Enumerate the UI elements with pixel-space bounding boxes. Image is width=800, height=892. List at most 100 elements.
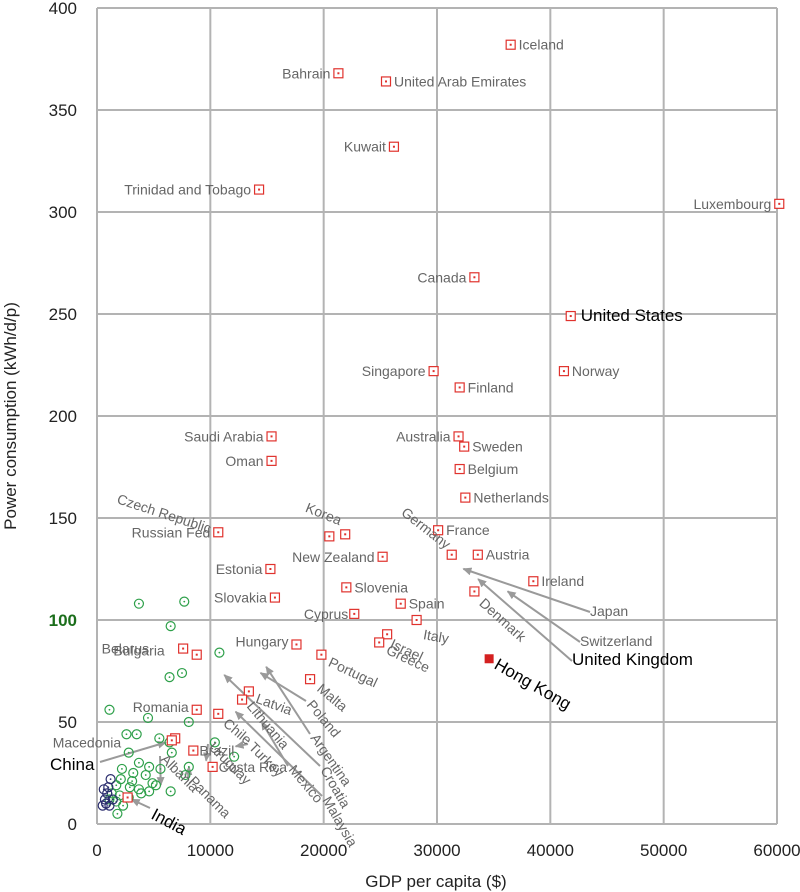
point-label-brazil: Brazil (199, 743, 234, 759)
green-point (165, 786, 176, 797)
green-point-dot (148, 765, 151, 768)
point-center-united-arab-emirates (385, 80, 387, 83)
point-center-norway (562, 370, 565, 373)
green-point (123, 747, 134, 758)
green-point (183, 716, 194, 728)
x-axis-label: GDP per capita ($) (365, 872, 506, 891)
green-point-dot (218, 651, 221, 654)
point-label-united-arab-emirates: United Arab Emirates (394, 73, 526, 89)
point-label-slovenia: Slovenia (354, 579, 408, 595)
y-tick-label: 100 (49, 611, 77, 630)
green-point (209, 737, 220, 748)
point-center-cyprus (353, 612, 356, 615)
green-point-dot (127, 751, 130, 754)
point-center-ireland (532, 580, 535, 583)
green-point (136, 788, 147, 799)
point-center-costa-rica (211, 765, 214, 768)
arrow-leaders (99, 567, 591, 809)
y-tick-label: 150 (49, 509, 77, 528)
leader-arrow-japan (462, 567, 591, 613)
green-point-dot (169, 625, 172, 628)
green-point (111, 780, 122, 791)
navy-point-dot (104, 798, 106, 801)
y-tick-label: 250 (49, 305, 77, 324)
y-tick-label: 50 (58, 713, 77, 732)
point-label-portugal: Portugal (326, 654, 380, 691)
green-point (127, 776, 138, 787)
point-center-saudi-arabia (270, 435, 273, 438)
point-center-iceland (509, 43, 512, 46)
green-point-dot (115, 784, 118, 787)
gridlines (96, 7, 778, 825)
point-center-kuwait (392, 145, 395, 148)
green-point (179, 596, 190, 607)
point-label-oman: Oman (225, 453, 263, 469)
point-center-finland (458, 386, 461, 389)
green-point-dot (147, 717, 149, 719)
point-center-belarus (182, 647, 185, 650)
point-center-latvia (247, 690, 250, 693)
point-center-czech-republic (328, 535, 331, 538)
leader-arrow-united-kingdom (477, 578, 573, 662)
point-label-costa-rica: Costa Rica (219, 759, 288, 775)
green-point (229, 751, 240, 762)
x-tick-label: 20000 (300, 841, 347, 860)
point-label-hong-kong: Hong Kong (491, 655, 574, 714)
point-center-portugal (320, 653, 323, 656)
green-point-dot (148, 790, 151, 793)
point-label-estonia: Estonia (216, 561, 263, 577)
green-point (116, 763, 128, 775)
point-center-belgium (458, 468, 461, 471)
leader-arrow-mexico (260, 721, 289, 767)
green-point-dot (118, 794, 121, 797)
point-label-hungary: Hungary (236, 633, 289, 649)
point-center-hungary (295, 643, 298, 646)
green-point (164, 672, 175, 683)
point-center-italy (415, 619, 418, 621)
green-point (155, 763, 166, 775)
leader-arrow-turkey (234, 740, 249, 749)
green-point (140, 769, 151, 781)
navy-point-dot (111, 798, 114, 801)
green-point-dot (135, 733, 138, 736)
green-point (165, 621, 176, 632)
point-label-ireland: Ireland (541, 573, 584, 589)
point-center-france (437, 529, 440, 532)
green-point (128, 767, 139, 779)
point-label-japan: Japan (590, 603, 628, 619)
point-label-cyprus: Cyprus (304, 606, 348, 622)
green-point-dot (119, 778, 122, 781)
point-center-bulgaria (195, 653, 198, 656)
data-points (97, 39, 785, 819)
point-label-mexico: Mexico (286, 762, 327, 806)
point-center-spain (399, 602, 402, 605)
point-center-canada (473, 276, 476, 279)
x-tick-label: 10000 (187, 841, 234, 860)
green-point-dot (140, 792, 143, 795)
green-point-dot (122, 804, 124, 807)
leader-arrow-poland (259, 672, 307, 702)
point-center-australia (457, 435, 460, 438)
green-point-dot (187, 765, 190, 768)
leader-arrow-switzerland (506, 590, 581, 643)
point-center-estonia (269, 568, 272, 570)
point-center-russian-fed (217, 531, 220, 534)
green-point-dot (132, 772, 135, 774)
green-point (154, 733, 165, 744)
point-center-korea (344, 533, 347, 536)
green-point-dot (138, 761, 140, 764)
green-point-dot (181, 672, 183, 674)
point-center-bahrain (337, 72, 340, 75)
point-label-bulgaria: Bulgaria (113, 643, 165, 659)
green-point-dot (170, 751, 173, 754)
green-point-dot (144, 774, 147, 776)
point-label-belgium: Belgium (468, 461, 519, 477)
point-label-spain: Spain (409, 596, 445, 612)
point-label-bahrain: Bahrain (282, 65, 330, 81)
navy-point-dot (107, 786, 110, 789)
green-point-dot (131, 780, 134, 783)
x-tick-label: 60000 (753, 841, 800, 860)
leader-arrow-albania (156, 755, 165, 787)
point-label-italy: Italy (422, 626, 450, 646)
point-label-luxembourg: Luxembourg (693, 196, 771, 212)
